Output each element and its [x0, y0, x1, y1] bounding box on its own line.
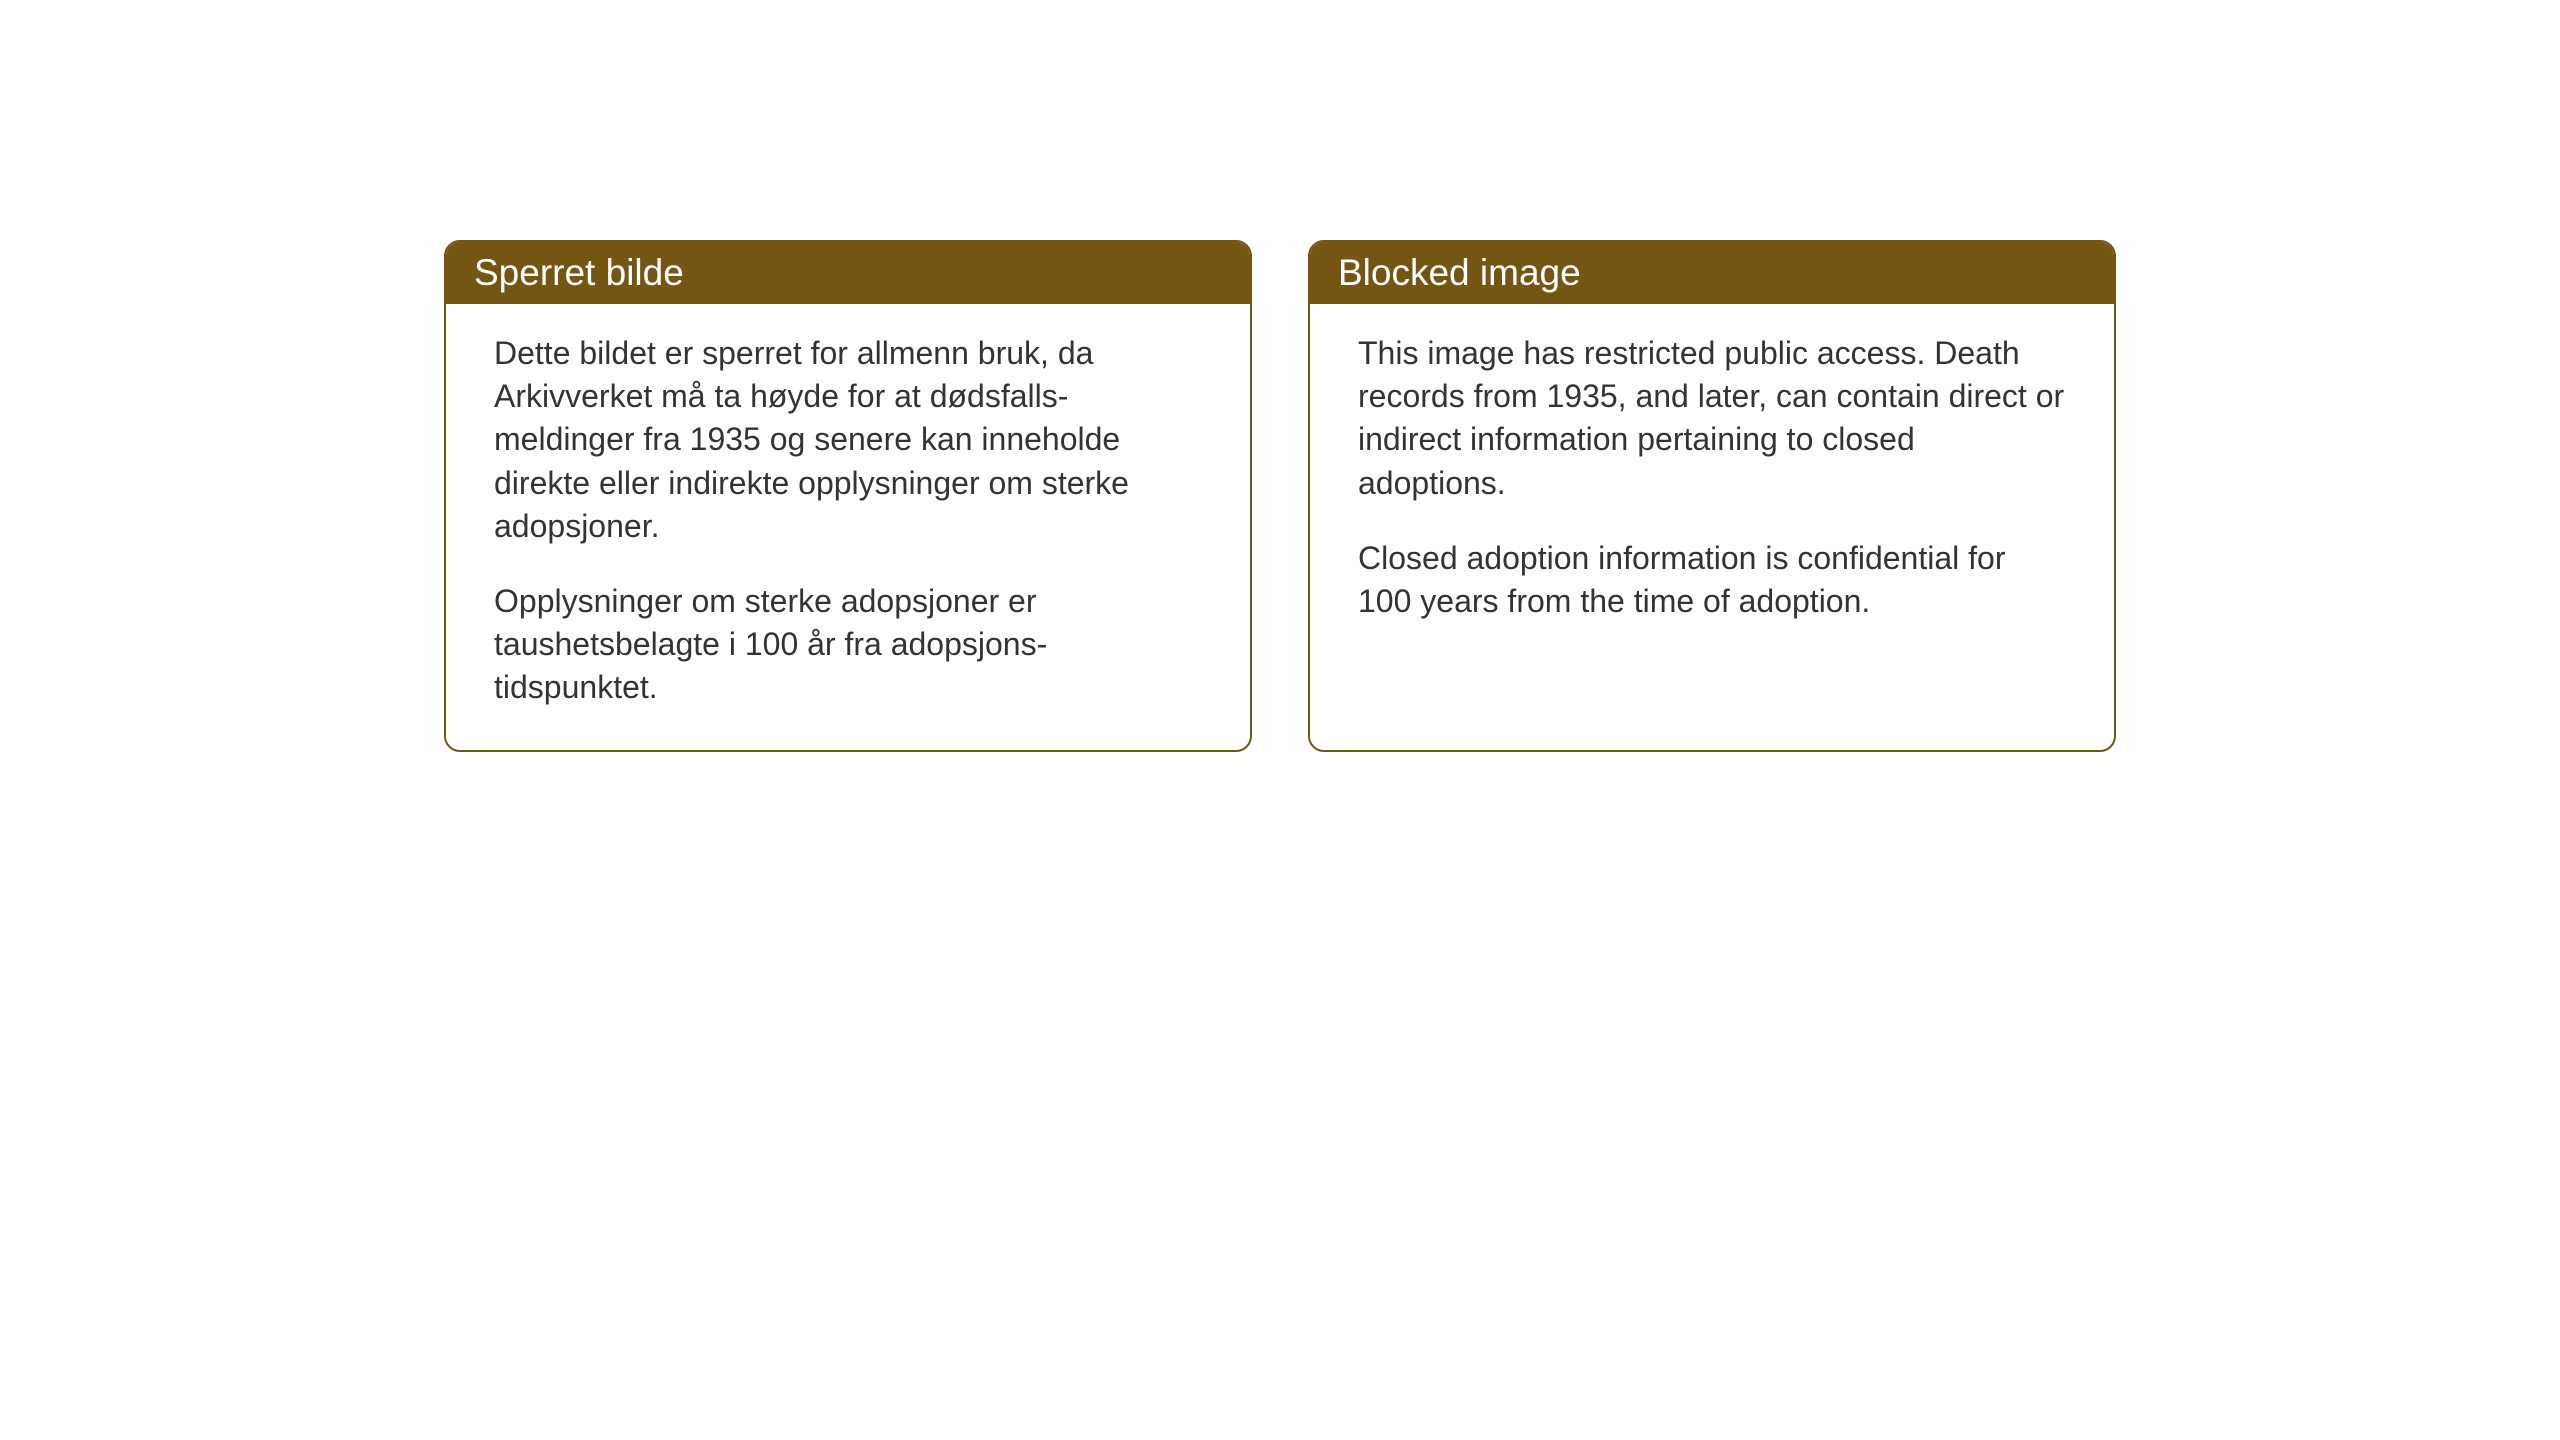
notice-body-norwegian: Dette bildet er sperret for allmenn bruk…	[446, 304, 1250, 750]
notice-para2-norwegian: Opplysninger om sterke adopsjoner er tau…	[494, 580, 1202, 710]
notice-header-norwegian: Sperret bilde	[446, 242, 1250, 304]
notice-para1-english: This image has restricted public access.…	[1358, 332, 2066, 505]
notice-para2-english: Closed adoption information is confident…	[1358, 537, 2066, 623]
notice-title-english: Blocked image	[1338, 252, 1581, 293]
notice-header-english: Blocked image	[1310, 242, 2114, 304]
notice-title-norwegian: Sperret bilde	[474, 252, 684, 293]
notice-card-norwegian: Sperret bilde Dette bildet er sperret fo…	[444, 240, 1252, 752]
notice-container: Sperret bilde Dette bildet er sperret fo…	[444, 240, 2116, 752]
notice-body-english: This image has restricted public access.…	[1310, 304, 2114, 663]
notice-para1-norwegian: Dette bildet er sperret for allmenn bruk…	[494, 332, 1202, 548]
notice-card-english: Blocked image This image has restricted …	[1308, 240, 2116, 752]
